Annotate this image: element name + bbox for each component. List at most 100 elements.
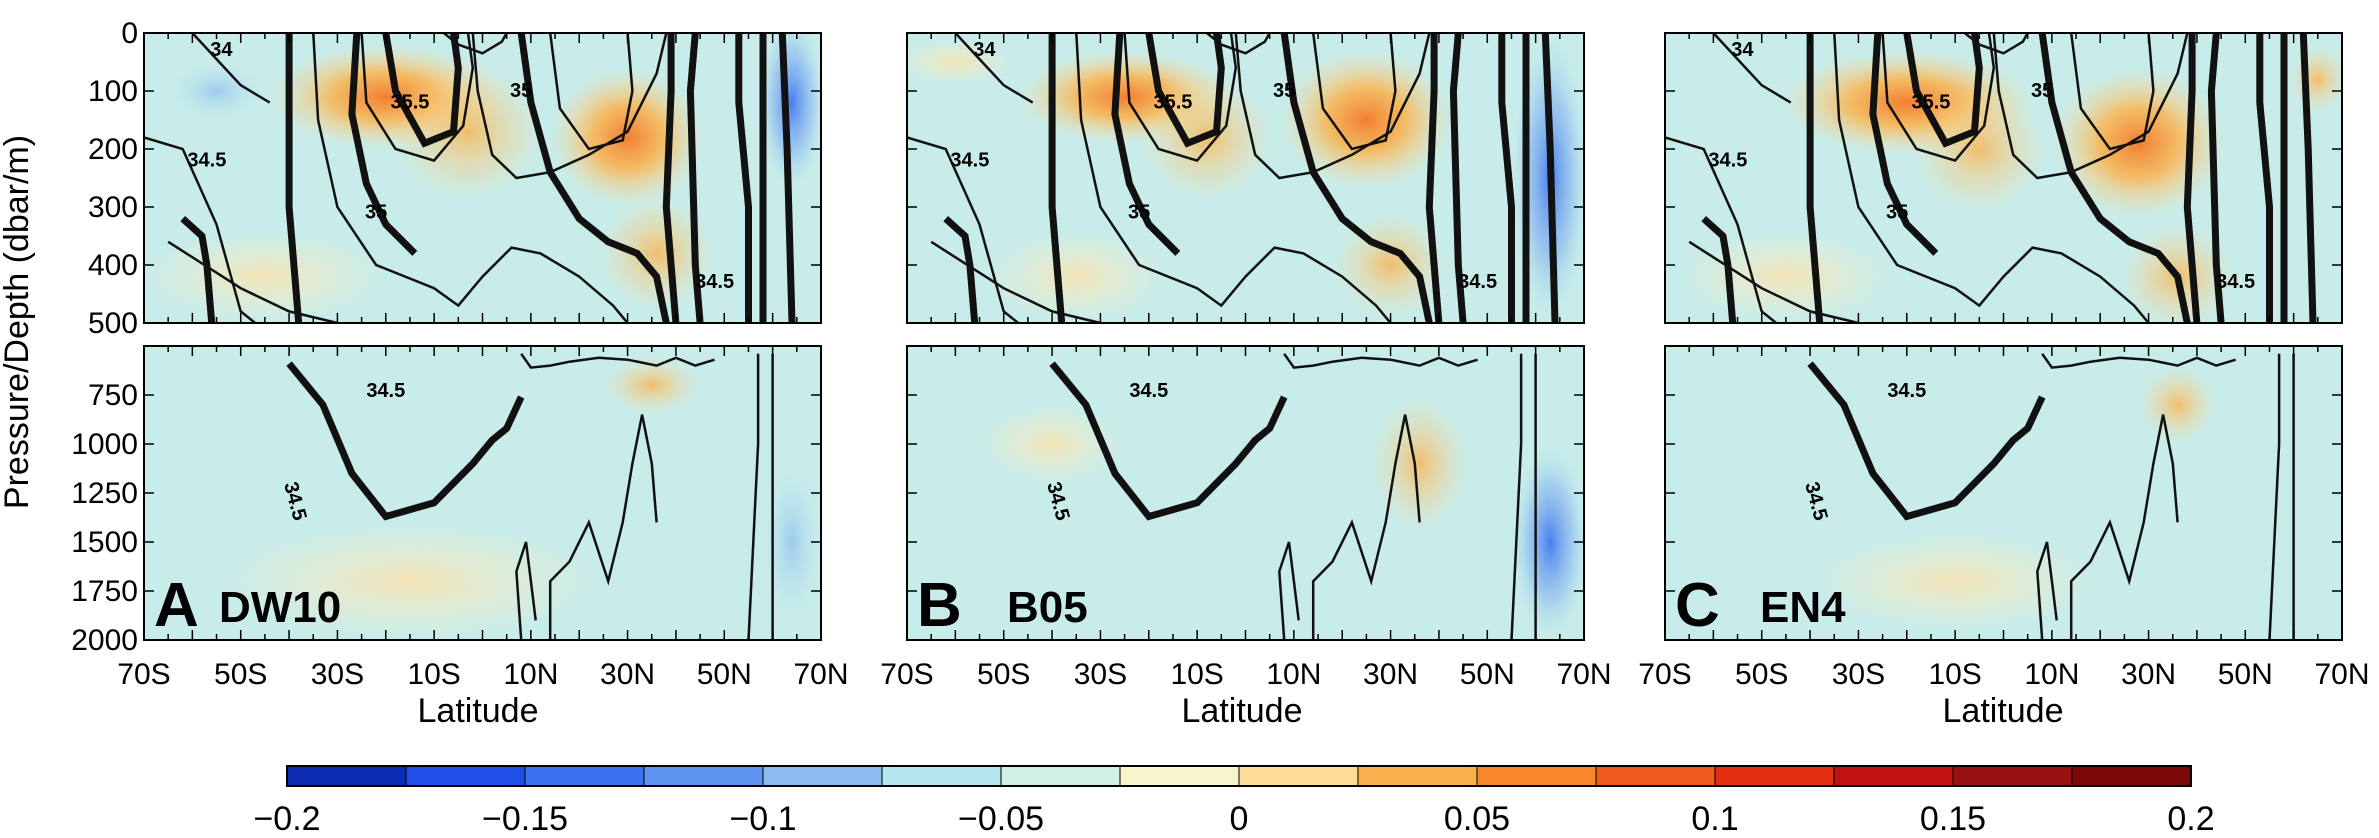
anomaly-patch bbox=[603, 355, 701, 415]
contour-line bbox=[2036, 541, 2058, 640]
colorbar-segment bbox=[1952, 765, 2073, 787]
contour-label: 34.5 bbox=[1458, 271, 1497, 293]
panel-c: 70S 50S 30S 10S 10N 30N 50N 70N 34 34.5 35 35.5 35 34… bbox=[1638, 32, 2370, 691]
y-tick-label: 1250 bbox=[71, 477, 138, 510]
colorbar-tick-label: 0.15 bbox=[1920, 800, 1986, 838]
contours-upper bbox=[144, 33, 821, 323]
x-tick-label: 50S bbox=[214, 658, 267, 691]
anomaly-patch bbox=[598, 195, 715, 312]
anomaly-patch bbox=[758, 33, 821, 190]
contours-upper bbox=[1665, 33, 2342, 323]
contour-line bbox=[2268, 353, 2281, 640]
contour-line-thick bbox=[2207, 33, 2225, 323]
x-tick-label: 50S bbox=[977, 658, 1030, 691]
contour-label: 35 bbox=[1273, 80, 1295, 102]
contour-label: 35 bbox=[1886, 202, 1908, 224]
x-tick-label: 30N bbox=[2121, 658, 2176, 691]
contours-lower bbox=[216, 353, 821, 640]
contour-line-thick bbox=[348, 33, 418, 256]
contour-line-thick bbox=[1701, 216, 1737, 323]
x-tick-label: 10S bbox=[407, 658, 460, 691]
x-tick-label: 50N bbox=[697, 658, 752, 691]
x-tick-label: 50S bbox=[1735, 658, 1788, 691]
x-tick-label: 10S bbox=[1928, 658, 1981, 691]
colorbar-segment bbox=[1238, 765, 1359, 787]
contour-line-thick bbox=[2038, 33, 2191, 323]
y-tick-label: 200 bbox=[88, 133, 138, 166]
contour-line bbox=[2041, 353, 2236, 369]
contour-label: 34 bbox=[210, 39, 233, 61]
colorbar-tick-label: 0 bbox=[1230, 800, 1249, 838]
x-tick-label: 70S bbox=[117, 658, 170, 691]
anomaly-patch bbox=[989, 230, 1164, 323]
x-tick-label: 10N bbox=[2024, 658, 2079, 691]
x-tick-label: 70S bbox=[880, 658, 933, 691]
colorbar-segment bbox=[1833, 765, 1954, 787]
contour-line bbox=[360, 33, 475, 163]
anomaly-patch bbox=[216, 522, 604, 640]
panel-name: B05 bbox=[1007, 583, 1088, 632]
contour-label: 35.5 bbox=[1911, 91, 1950, 113]
panel-letter: A bbox=[154, 571, 199, 640]
anomaly-patch bbox=[907, 38, 1014, 86]
contour-line-thick bbox=[1807, 361, 2046, 521]
contour-label: 34.5 bbox=[366, 380, 405, 402]
contour-line-thick bbox=[285, 33, 303, 323]
contour-line bbox=[1833, 33, 2150, 323]
contour-line bbox=[515, 541, 537, 640]
colorbar-tick-label: −0.15 bbox=[482, 800, 568, 838]
contour-label: 35 bbox=[2031, 80, 2053, 102]
x-tick-label: 30S bbox=[311, 658, 364, 691]
contour-label: 34.5 bbox=[1129, 380, 1168, 402]
colorbar-segment bbox=[1000, 765, 1121, 787]
contour-label: 35 bbox=[1128, 202, 1150, 224]
contour-line bbox=[520, 353, 715, 369]
y-tick-label: 2000 bbox=[71, 624, 138, 657]
anomaly-patch bbox=[1810, 532, 2101, 631]
contour-line-thick bbox=[1903, 33, 1983, 148]
contour-label: 35 bbox=[510, 80, 532, 102]
colorbar-tick-label: −0.1 bbox=[729, 800, 796, 838]
colorbar-segment bbox=[524, 765, 645, 787]
contour-line bbox=[1075, 33, 1392, 323]
colorbar-segment bbox=[643, 765, 764, 787]
contour-label: 35.5 bbox=[1153, 91, 1192, 113]
colorbar: −0.2 −0.15 −0.1 −0.05 0 0.05 0.1 0.15 0.2 bbox=[253, 765, 2215, 838]
contour-line-thick bbox=[2256, 33, 2273, 323]
contour-label: 34.5 bbox=[695, 271, 734, 293]
y-tick-label: 1500 bbox=[71, 526, 138, 559]
contour-line bbox=[1665, 136, 1777, 323]
contour-line-thick bbox=[686, 33, 704, 323]
y-tick-label: 500 bbox=[88, 307, 138, 340]
contour-line-thick bbox=[1806, 33, 1824, 323]
y-axis-title: Pressure/Depth (dbar/m) bbox=[0, 135, 36, 509]
x-tick-label: 10S bbox=[1170, 658, 1223, 691]
colorbar-segment bbox=[286, 765, 407, 787]
colorbar-tick-label: 0.1 bbox=[1691, 800, 1738, 838]
anomaly-patch bbox=[2051, 67, 2226, 219]
contour-label: 35 bbox=[365, 202, 387, 224]
contour-line-thick bbox=[1048, 33, 1066, 323]
contour-line bbox=[1123, 33, 1238, 163]
contour-line-thick bbox=[1425, 33, 1443, 323]
anomaly-patch bbox=[390, 62, 546, 202]
x-tick-label: 30S bbox=[1832, 658, 1885, 691]
contour-label: 34.5 bbox=[2216, 271, 2255, 293]
colorbar-segment bbox=[2071, 765, 2192, 787]
anomaly-patch bbox=[762, 463, 821, 621]
panel-a: 70S 50S 30S 10S 10N 30N 50N 70N 0 100 200 300 400 500… bbox=[71, 17, 848, 691]
contour-label: 34.5 bbox=[950, 149, 989, 171]
contour-label: 34.5 bbox=[1708, 149, 1747, 171]
contour-line bbox=[747, 353, 760, 640]
colorbar-tick-label: 0.05 bbox=[1444, 800, 1510, 838]
contour-line bbox=[548, 414, 658, 640]
plot-bg-lower bbox=[907, 346, 1584, 640]
colorbar-segment bbox=[762, 765, 883, 787]
contour-line bbox=[1712, 33, 1792, 104]
panel-b: 70S 50S 30S 10S 10N 30N 50N 70N 34 34.5 35 35.5 35 34… bbox=[880, 32, 1612, 691]
x-axis-title-c: Latitude bbox=[1943, 692, 2064, 730]
contour-line bbox=[1881, 33, 1996, 163]
y-tick-label: 1000 bbox=[71, 428, 138, 461]
contour-line bbox=[191, 33, 271, 104]
contour-line bbox=[907, 136, 1019, 323]
